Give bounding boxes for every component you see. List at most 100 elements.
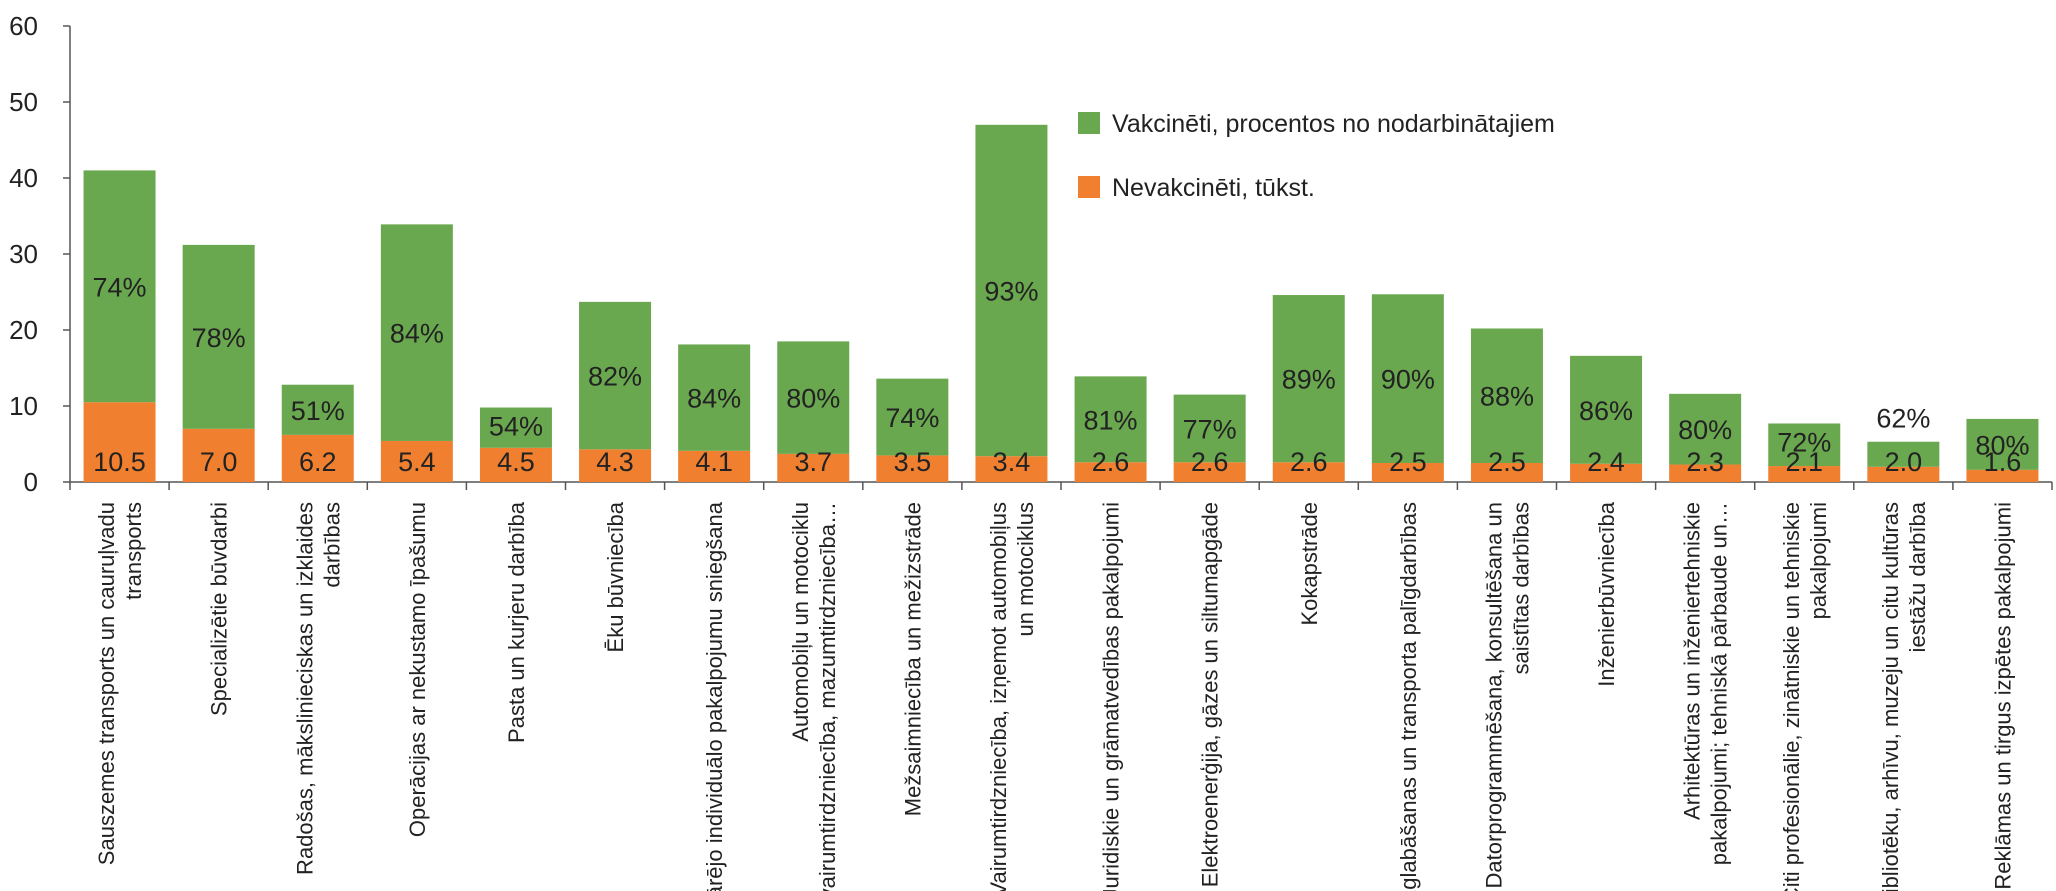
bar-vaccinated-label: 51% [291,396,345,426]
bar-vaccinated [777,341,850,454]
bar-unvaccinated-label: 2.3 [1686,447,1724,477]
x-category-label-line: darbības [319,502,344,588]
x-category-label-line: Radošas, mākslinieciskas un izklaides [292,502,317,875]
bar-vaccinated-label: 81% [1084,405,1138,435]
bar-vaccinated-label: 89% [1282,365,1336,395]
x-category-label-line: Operācijas ar nekustamo īpašumu [405,502,430,837]
bar-vaccinated [1272,295,1345,463]
bar-vaccinated-label: 62% [1876,404,1930,434]
y-tick-label: 20 [9,315,38,345]
x-category-label: Ēku būvniecība [603,501,628,652]
x-category-label: Uzglabāšanas un transporta palīgdarbības [1396,502,1421,891]
x-category-label-line: Elektroenerģija, gāzes un siltumapgāde [1198,502,1223,887]
bar-vaccinated [1371,294,1444,463]
x-category-label-line: Specializētie būvdarbi [207,502,232,716]
bar-unvaccinated-label: 2.5 [1488,447,1526,477]
bar-unvaccinated-label: 4.1 [695,447,733,477]
legend-label-unvaccinated: Nevakcinēti, tūkst. [1112,174,1315,202]
bar-vaccinated [678,344,751,451]
bar-vaccinated [1669,393,1742,465]
x-category-label-line: Sauszemes transports un cauruļvadu [94,502,119,865]
bar-vaccinated-label: 90% [1381,365,1435,395]
x-category-label-line: iestāžu darbība [1905,501,1930,652]
x-category-label-line: Juridiskie un grāmatvedības pakalpojumi [1099,502,1124,891]
x-category-label-line: transports [121,502,146,600]
bar-vaccinated-label: 86% [1579,396,1633,426]
bar-unvaccinated [1768,466,1841,482]
bar-vaccinated-label: 84% [390,319,444,349]
bar-unvaccinated [1074,462,1147,482]
x-category-label: Specializētie būvdarbi [207,502,232,716]
x-category-label-line: un motociklus [1013,502,1038,637]
x-category-label: Inženierbūvniecība [1594,501,1619,686]
x-category-label-line: Uzglabāšanas un transporta palīgdarbības [1396,502,1421,891]
bar-unvaccinated-label: 4.3 [596,447,634,477]
bar-unvaccinated [1570,463,1643,482]
bar-vaccinated [1867,441,1940,467]
bar-unvaccinated [182,428,255,482]
bar-unvaccinated-label: 2.1 [1785,447,1823,477]
x-category-label: Citi profesionālie, zinātniskie un tehni… [1779,502,1831,891]
bar-unvaccinated [876,455,949,482]
bar-unvaccinated-label: 3.7 [794,447,832,477]
legend-label-vaccinated: Vakcinēti, procentos no nodarbinātajiem [1112,110,1555,138]
bar-vaccinated [83,170,156,403]
x-category-label: Automobiļu un motociklu vairumtirdzniecīb… [788,502,840,891]
x-category-label-line: Arhitektūras un inženiertehniskie [1680,502,1705,820]
bar-unvaccinated [1371,463,1444,482]
legend-swatch-vaccinated [1078,112,1100,134]
bar-vaccinated-label: 78% [192,323,246,353]
x-category-label: Elektroenerģija, gāzes un siltumapgāde [1198,502,1223,887]
bar-unvaccinated-label: 1.6 [1984,447,2022,477]
bar-unvaccinated [1470,463,1543,482]
y-tick-label: 30 [9,239,38,269]
y-tick-label: 0 [24,467,38,497]
bar-unvaccinated-label: 6.2 [299,447,337,477]
bar-vaccinated [975,124,1048,457]
x-category-label: Bibliotēku, arhīvu, muzeju un citu kultū… [1878,501,1930,891]
y-tick-label: 60 [9,11,38,41]
bar-vaccinated [1173,394,1246,463]
x-category-label: Kokapstrāde [1297,502,1322,626]
bar-unvaccinated [1867,466,1940,482]
x-category-label: Mežsaimniecība un mežizstrāde [900,502,925,816]
x-category-label-line: vairumtirdzniecība, mazumtirdzniecība… [815,502,840,891]
bar-unvaccinated-label: 7.0 [200,447,238,477]
bar-vaccinated [1966,418,2039,470]
x-category-label-line: Inženierbūvniecība [1594,501,1619,686]
bar-unvaccinated-label: 3.4 [993,447,1031,477]
chart-data-labels: 10.5 74% 7.0 78% 6.2 51% 5.4 84% 4.5 54% 4.3 82% 4.1… [93,272,2030,477]
bar-vaccinated [380,224,453,441]
bar-unvaccinated [83,402,156,482]
category-labels: Sauszemes transports un cauruļvadu transp… [94,501,2015,891]
bar-unvaccinated-label: 5.4 [398,447,436,477]
bar-unvaccinated-label: 10.5 [93,447,146,477]
x-category-label: Juridiskie un grāmatvedības pakalpojumi [1099,502,1124,891]
bar-vaccinated [479,407,552,448]
bar-unvaccinated [479,447,552,482]
bar-unvaccinated [380,440,453,482]
bar-vaccinated [1768,423,1841,467]
bar-unvaccinated-label: 2.6 [1290,447,1328,477]
x-category-label: Operācijas ar nekustamo īpašumu [405,502,430,837]
x-category-label: Datorprogrammēšana, konsultēšana un saist… [1481,502,1533,888]
x-category-label-line: saistītas darbības [1508,502,1533,674]
x-category-label-line: Bibliotēku, arhīvu, muzeju un citu kultū… [1878,502,1903,891]
x-category-label-line: pakalpojumi; tehniskā pārbaude un… [1707,502,1732,865]
y-tick-label: 10 [9,391,38,421]
bar-vaccinated-label: 80% [786,384,840,414]
bar-vaccinated [876,378,949,456]
bar-vaccinated-label: 77% [1183,414,1237,444]
bar-unvaccinated [975,456,1048,482]
legend-swatch-unvaccinated [1078,176,1100,198]
x-category-label-line: Mežsaimniecība un mežizstrāde [900,502,925,816]
x-category-label: Arhitektūras un inženiertehniskie pakalpo… [1680,502,1732,865]
bar-vaccinated-label: 84% [687,384,741,414]
bar-vaccinated-label: 88% [1480,382,1534,412]
bar-unvaccinated [1966,469,2039,482]
x-category-label-line: Pārējo individuālo pakalpojumu sniegšana [702,501,727,891]
bar-unvaccinated-label: 2.6 [1191,447,1229,477]
bar-vaccinated-label: 82% [588,362,642,392]
chart-legend: Vakcinēti, procentos no nodarbinātajiem N… [1078,110,1555,202]
